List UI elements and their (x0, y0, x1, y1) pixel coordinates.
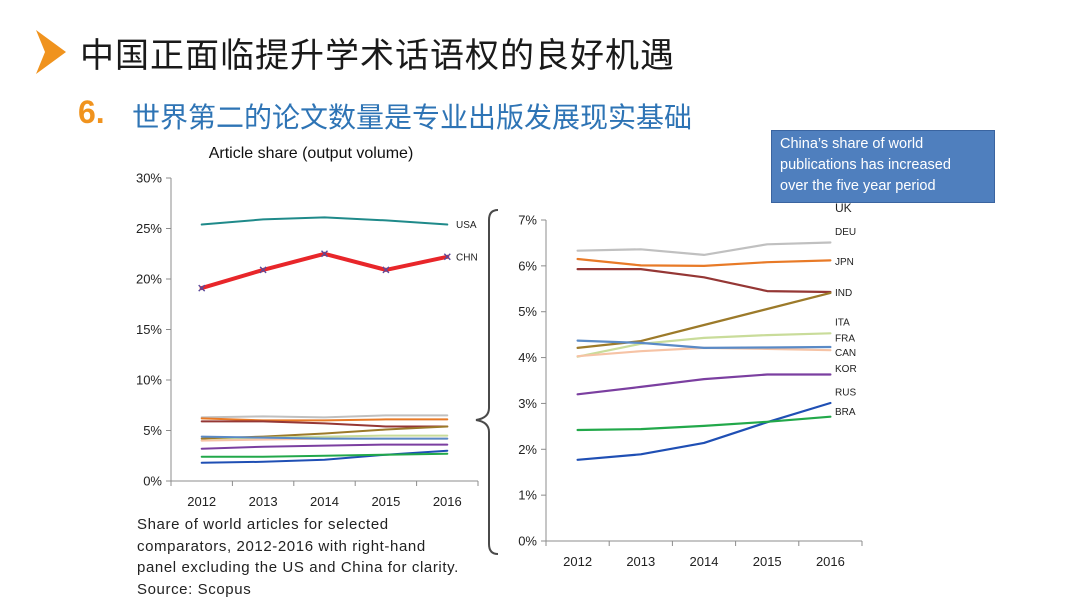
callout-line: over the five year period (780, 178, 936, 194)
series-label-can: CAN (835, 348, 856, 359)
subtitle-number: 6. (78, 94, 105, 130)
y-tick-label: 4% (518, 350, 537, 365)
series-line-bra (200, 452, 449, 458)
series-line-deu (576, 257, 832, 267)
y-tick-label: 5% (518, 304, 537, 319)
y-tick-label: 2% (518, 442, 537, 457)
series-line-ita (200, 434, 449, 442)
data-point-marker-chn (198, 284, 206, 292)
series-line-uk (200, 414, 449, 419)
caption-line: panel excluding the US and China for cla… (137, 559, 459, 576)
callout-line: publications has increased (780, 157, 951, 173)
y-tick-label: 20% (136, 272, 162, 287)
series-label-jpn: JPN (835, 257, 854, 268)
x-tick-label: 2013 (249, 494, 278, 509)
y-tick-label: 7% (518, 213, 537, 228)
series-line-can (200, 435, 449, 440)
series-line-bra (576, 415, 832, 432)
x-tick-label: 2015 (753, 554, 782, 569)
data-point-marker-chn (443, 253, 451, 261)
chart-caption: Share of world articles for selected com… (137, 514, 477, 600)
y-tick-label: 1% (518, 488, 537, 503)
series-label-chn: CHN (456, 252, 478, 263)
series-line-deu (200, 417, 449, 422)
slide-subtitle: 世界第二的论文数量是专业出版发展现实基础 (132, 101, 693, 134)
x-tick-label: 2012 (563, 554, 592, 569)
series-line-jpn (200, 420, 449, 428)
series-line-rus (576, 401, 832, 461)
series-label-ita: ITA (835, 317, 850, 328)
y-tick-label: 10% (136, 373, 162, 388)
series-label-rus: RUS (835, 387, 856, 398)
caption-line: Share of world articles for selected (137, 516, 389, 533)
y-tick-label: 6% (518, 258, 537, 273)
series-label-bra: BRA (835, 407, 856, 418)
x-tick-label: 2013 (626, 554, 655, 569)
data-point-marker-chn (259, 266, 267, 274)
series-label-kor: KOR (835, 364, 857, 375)
x-tick-label: 2012 (187, 494, 216, 509)
y-tick-label: 25% (136, 221, 162, 236)
x-tick-label: 2014 (690, 554, 719, 569)
arrow-bullet-icon (36, 30, 66, 74)
series-label-uk: UK (835, 201, 852, 215)
x-tick-label: 2016 (433, 494, 462, 509)
series-label-usa: USA (456, 220, 477, 231)
series-line-jpn (576, 268, 832, 294)
series-line-can (576, 339, 832, 349)
data-point-marker-chn (382, 266, 390, 274)
callout-line: China’s share of world (780, 136, 924, 152)
y-tick-label: 15% (136, 322, 162, 337)
series-line-uk (576, 241, 832, 256)
data-point-marker-chn (321, 250, 328, 258)
series-label-deu: DEU (835, 227, 856, 238)
slide-title: 中国正面临提升学术话语权的良好机遇 (80, 36, 675, 76)
x-tick-label: 2016 (816, 554, 845, 569)
series-line-ita (576, 332, 832, 358)
chart-title: Article share (output volume) (209, 145, 414, 162)
y-tick-label: 3% (518, 396, 537, 411)
x-tick-label: 2015 (371, 494, 400, 509)
series-line-kor (200, 443, 449, 450)
series-line-ind (576, 291, 832, 349)
x-tick-label: 2014 (310, 494, 339, 509)
caption-line: comparators, 2012-2016 with right-hand (137, 537, 426, 555)
callout-box: China’s share of world publications has … (771, 130, 995, 203)
y-tick-label: 0% (143, 474, 162, 489)
curly-brace (475, 209, 499, 555)
series-line-kor (576, 373, 832, 396)
series-label-ind: IND (835, 288, 852, 299)
series-label-fra: FRA (835, 333, 855, 344)
y-tick-label: 5% (143, 423, 162, 438)
y-tick-label: 30% (136, 171, 162, 186)
y-tick-label: 0% (518, 534, 537, 549)
caption-source: Source: Scopus (137, 580, 252, 598)
series-line-usa (200, 216, 449, 226)
